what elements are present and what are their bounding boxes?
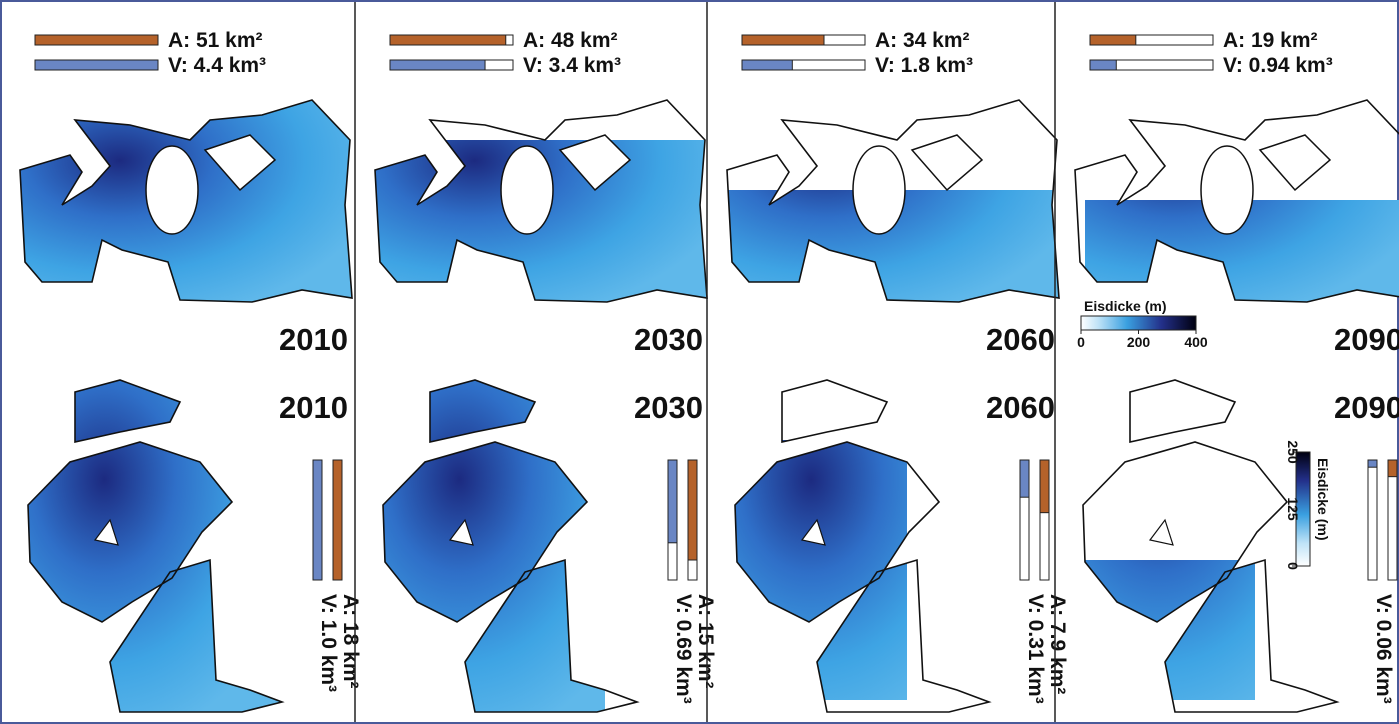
nunatak	[500, 145, 554, 235]
area-label: A: 18 km²	[339, 594, 362, 689]
colorbar-label: Eisdicke (m)	[1315, 458, 1331, 540]
area-label: A: 34 km²	[875, 29, 970, 52]
area-bar	[389, 34, 507, 46]
nunatak	[800, 518, 826, 546]
colorbar-tick-label: 200	[1127, 334, 1151, 350]
year: 2060	[986, 390, 1055, 425]
area-label: A: 15 km²	[694, 594, 717, 689]
volume-label: V: 0.69 km³	[672, 594, 695, 704]
glacier-ice	[735, 440, 907, 700]
colorbar-tick-label: 0	[1077, 334, 1085, 350]
nunatak	[1148, 518, 1174, 546]
volume-label: V: 0.31 km³	[1024, 594, 1047, 704]
glacier-ice	[383, 380, 605, 712]
bar-track	[1367, 459, 1378, 581]
colorbar	[1080, 315, 1197, 331]
bar-track	[1387, 459, 1398, 581]
volume-label: V: 3.4 km³	[523, 54, 621, 77]
area-bar	[687, 459, 698, 561]
nunatak	[852, 145, 906, 235]
volume-bar	[312, 459, 323, 581]
year: 2090	[1334, 322, 1399, 357]
area-bar	[332, 459, 343, 581]
colorbar-tick-label: 250	[1285, 440, 1301, 464]
year: 2030	[634, 322, 703, 357]
colorbar-label: Eisdicke (m)	[1084, 298, 1166, 314]
volume-bar	[1089, 59, 1117, 71]
area-label: A: 7.9 km²	[1046, 594, 1069, 694]
nunatak	[1200, 145, 1254, 235]
area-label: A: 2.5 km²	[1394, 594, 1399, 694]
year: 2060	[986, 322, 1055, 357]
volume-label: V: 1.8 km³	[875, 54, 973, 77]
area-bar	[741, 34, 825, 46]
volume-bar	[1367, 459, 1378, 468]
area-label: A: 51 km²	[168, 29, 263, 52]
area-label: A: 19 km²	[1223, 29, 1318, 52]
volume-bar	[389, 59, 486, 71]
volume-bar	[667, 459, 678, 544]
year: 2010	[279, 390, 348, 425]
area-bar	[1039, 459, 1050, 514]
year: 2010	[279, 322, 348, 357]
area-bar	[1387, 459, 1398, 478]
volume-bar	[741, 59, 793, 71]
area-label: A: 48 km²	[523, 29, 618, 52]
volume-label: V: 1.0 km³	[317, 594, 340, 692]
volume-label: V: 0.94 km³	[1223, 54, 1333, 77]
colorbar-tick-label: 0	[1285, 562, 1301, 570]
area-bar	[34, 34, 159, 46]
volume-bar	[34, 59, 159, 71]
nunatak	[910, 134, 984, 192]
nunatak	[1258, 134, 1332, 192]
area-bar	[1089, 34, 1137, 46]
nunatak	[558, 134, 632, 192]
glacier-ice	[28, 380, 282, 712]
volume-label: V: 4.4 km³	[168, 54, 266, 77]
nunatak	[448, 518, 474, 546]
volume-bar	[1019, 459, 1030, 498]
nunatak	[93, 518, 119, 546]
colorbar-tick-label: 125	[1285, 497, 1301, 521]
nunatak	[203, 134, 277, 192]
year: 2090	[1334, 390, 1399, 425]
nunatak	[145, 145, 199, 235]
volume-label: V: 0.06 km³	[1372, 594, 1395, 704]
colorbar-tick-label: 400	[1184, 334, 1208, 350]
year: 2030	[634, 390, 703, 425]
